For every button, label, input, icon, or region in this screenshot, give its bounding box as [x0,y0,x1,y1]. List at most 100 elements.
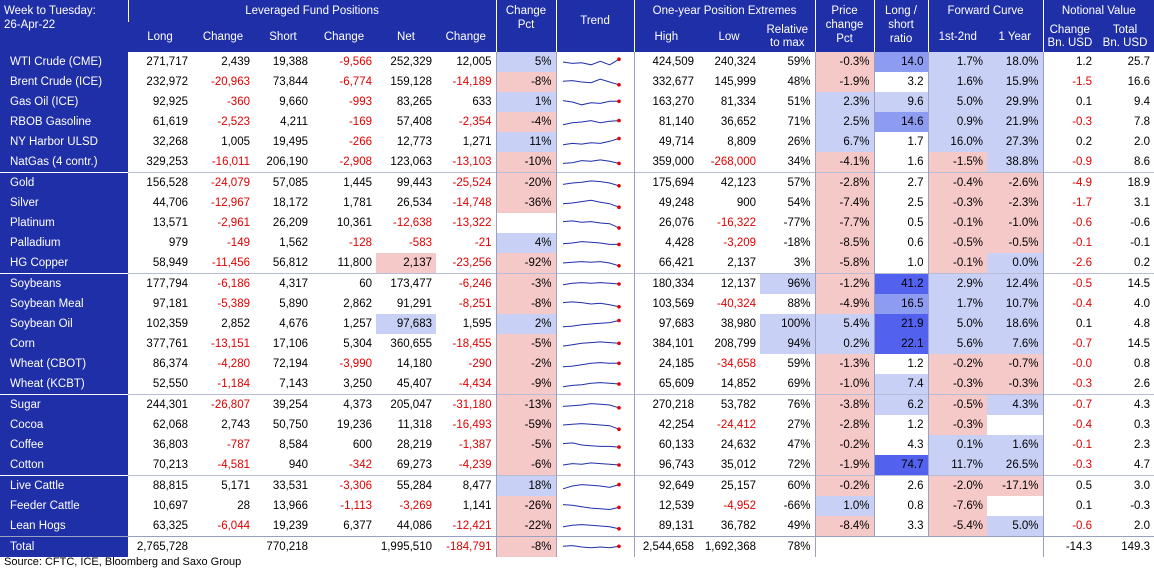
cell-net: -583 [408,237,432,249]
cell-notional-total: 3.0 [1096,475,1154,496]
cell-trend [555,294,635,314]
cell-short-change: 19,236 [336,419,372,431]
header-change-pct: Change Pct [495,0,557,52]
cell-net: 91,291 [396,298,432,310]
commodity-name: Wheat (KCBT) [0,374,128,395]
cell-short: 33,531 [254,475,312,496]
cell-net: -3,269 [399,500,432,512]
cell-curve-1st-2nd: 5.6% [927,334,988,354]
cell-high: 97,683 [633,314,699,334]
cell-short: 5,890 [279,298,308,310]
header-high: High [633,22,699,52]
cell-curve-1-year: 26.5% [987,455,1044,476]
cell-long: 86,374 [152,358,188,370]
trend-line [562,282,619,286]
trend-line [562,199,619,208]
cell-low: -40,324 [717,298,757,310]
cell-net: 123,063 [390,156,432,168]
commodity-name: NY Harbor ULSD [0,132,128,152]
commodity-name: RBOB Gasoline [0,112,128,132]
cell-net-change: 1,141 [462,500,492,512]
cell-long-short-ratio: 2.7 [873,172,929,193]
cell-notional-total: 4.0 [1134,298,1151,310]
cell-high: 332,677 [633,72,699,92]
cell-curve-1-year: 0.0% [987,253,1044,274]
cell-long: 979 [168,237,188,249]
cell-short: 50,750 [272,419,308,431]
cell-net-change: -6,246 [436,273,497,294]
commodity-name: Gas Oil (ICE) [0,92,128,112]
cell-trend [555,354,635,374]
cell-relative-to-max: 3% [793,257,811,269]
header-low: Low [698,22,761,52]
cell-high: 175,694 [633,172,699,193]
cell-relative-to-max: -77% [783,217,811,229]
cell-notional-total: 25.7 [1127,56,1151,68]
cell-long-short-ratio: 22.1 [873,334,929,354]
cell-notional-change: -0.3 [1042,374,1097,395]
cell-high: 384,101 [633,334,699,354]
header-trend: Trend [555,0,635,52]
table-row: Palladium 979 -149 1,562 -128 -583 -21 4% 4,428 -… [0,233,1154,253]
cell-net: 11,318 [397,419,432,431]
total-short-change [312,536,376,557]
cell-net: 2,137 [376,253,436,274]
cell-long-change: 2,439 [221,56,250,68]
cell-long-change: -2,523 [217,116,250,128]
trend-line [562,462,619,466]
cell-trend [555,213,635,233]
trend-last-point [616,505,621,510]
trend-line [562,442,619,448]
cell-long: 271,717 [146,56,188,68]
cell-net: 45,407 [396,378,432,390]
cell-short-change: -342 [348,459,372,471]
cell-short-change: 1,445 [312,172,376,193]
header-change: Change [312,22,376,52]
table-row: Soybean Oil 102,359 2,852 4,676 1,257 97,683 1… [0,314,1154,334]
header-notional-total: Total Bn. USD [1096,22,1154,52]
cell-price-change: 5.4% [814,314,875,334]
cell-curve-1-year: 18.0% [987,52,1044,72]
cell-notional-change: -1.5 [1042,72,1097,92]
cell-price-change: -8.5% [814,233,875,253]
cell-net-change: 8,477 [436,475,497,496]
cell-curve-1-year: -2.6% [987,172,1044,193]
cell-notional-change: 0.1 [1042,314,1097,334]
trend-line [562,301,619,308]
cell-low: 25,157 [698,475,761,496]
cell-relative-to-max: 88% [787,298,811,310]
cell-price-change: -1.2% [814,273,875,294]
cell-short-change: 1,781 [343,197,372,209]
cell-low: 24,632 [720,439,757,451]
cell-long-short-ratio: 3.2 [873,72,929,92]
cell-curve-1-year [987,415,1043,435]
header-change: Change [436,22,497,52]
cell-notional-total: 14.5 [1096,273,1154,294]
cell-net: 97,683 [376,314,436,334]
trend-sparkline [562,544,621,549]
cell-short-change: -2,908 [339,156,372,168]
trend-sparkline [562,318,621,328]
cell-net-change: -13,322 [452,217,492,229]
cell-long: 44,706 [152,197,188,209]
cell-curve-1-year: 27.3% [987,132,1044,152]
commodity-name: Coffee [0,435,128,455]
cell-high: 180,334 [633,273,699,294]
cell-net-change: -8,251 [458,298,492,310]
cell-price-change: 0.2% [814,334,875,354]
cell-change-pct: 4% [495,233,557,253]
table-body: WTI Crude (CME) 271,717 2,439 19,388 -9,566 2… [0,52,1154,557]
trend-sparkline [562,78,621,87]
cell-short: 13,966 [272,500,308,512]
cell-change-pct: 1% [495,92,557,112]
trend-last-point [616,406,621,410]
cell-curve-1-year: 1.6% [987,435,1044,455]
trend-last-point [616,264,621,268]
cell-net-change: -14,189 [452,76,492,88]
cell-short-change: 6,377 [343,520,372,532]
cell-net-change: -12,421 [452,520,492,532]
total-long: 2,765,728 [128,536,192,557]
trend-last-point [616,341,621,346]
trend-sparkline [562,159,621,166]
total-trend [555,536,635,557]
